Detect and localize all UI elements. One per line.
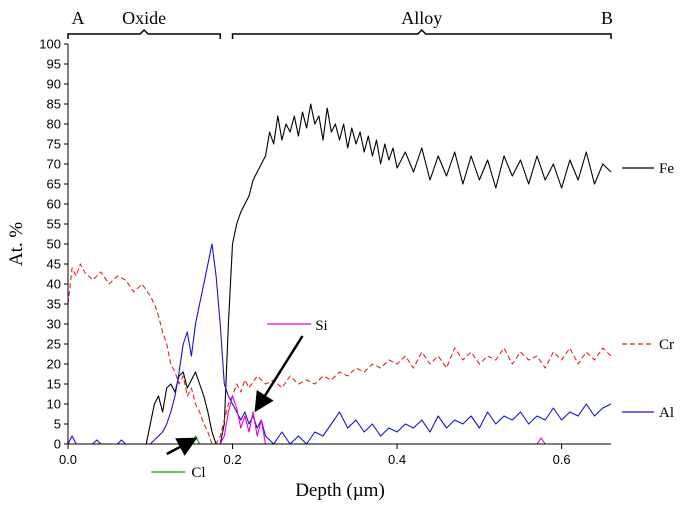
y-tick-label-75: 75 [47, 137, 61, 152]
axes [67, 44, 611, 445]
region-label-oxide: Oxide [122, 8, 166, 28]
y-tick-label-55: 55 [47, 217, 61, 232]
bracket-oxide [67, 28, 221, 39]
y-tick-label-20: 20 [47, 357, 61, 372]
y-tick-label-65: 65 [47, 177, 61, 192]
y-tick-label-30: 30 [47, 317, 61, 332]
y-tick-label-70: 70 [47, 157, 61, 172]
marker-label-a: A [72, 8, 85, 28]
legend-label-fe: Fe [659, 161, 674, 177]
y-tick-label-95: 95 [47, 57, 61, 72]
legend: Fe Cr Al Si Cl [151, 161, 674, 481]
x-tick-label-0-4: 0.4 [388, 452, 406, 467]
arrow-to-si [254, 335, 304, 413]
legend-label-cl: Cl [191, 465, 205, 481]
y-tick-label-60: 60 [47, 197, 61, 212]
y-tick-label-0: 0 [54, 437, 61, 452]
y-tick-label-50: 50 [47, 237, 61, 252]
series-fe [68, 103, 612, 445]
x-axis-title: Depth (µm) [295, 480, 385, 501]
legend-label-si: Si [315, 318, 328, 334]
marker-label-b: B [601, 8, 613, 28]
y-tick-label-10: 10 [47, 397, 61, 412]
legend-label-al: Al [659, 405, 674, 421]
x-tick-label-0-2: 0.2 [224, 452, 242, 467]
region-label-alloy: Alloy [401, 8, 442, 28]
series-al [67, 243, 612, 445]
x-tick-label-0-6: 0.6 [553, 452, 571, 467]
y-tick-label-35: 35 [47, 297, 61, 312]
arrow-to-cl [166, 437, 198, 456]
y-tick-label-15: 15 [47, 377, 61, 392]
y-tick-label-5: 5 [54, 417, 61, 432]
y-axis-title: At. % [6, 222, 27, 267]
y-tick-label-25: 25 [47, 337, 61, 352]
region-brackets: Oxide Alloy A B [67, 8, 613, 39]
y-tick-label-90: 90 [47, 77, 61, 92]
y-tick-label-80: 80 [47, 117, 61, 132]
legend-label-cr: Cr [659, 337, 674, 353]
plot-series [67, 103, 612, 445]
x-tick-label-0-0: 0.0 [59, 452, 77, 467]
y-tick-label-45: 45 [47, 257, 61, 272]
annotations [166, 335, 304, 456]
series-si [68, 395, 611, 445]
y-tick-label-100: 100 [39, 37, 61, 52]
series-cl [68, 435, 611, 445]
series-cr [67, 263, 612, 445]
axis-ticks: 0 5 10 15 20 25 30 35 40 45 50 55 60 65 70 75 80 85 90 95 10… [39, 37, 570, 468]
y-tick-label-85: 85 [47, 97, 61, 112]
y-tick-label-40: 40 [47, 277, 61, 292]
bracket-alloy [231, 28, 612, 39]
